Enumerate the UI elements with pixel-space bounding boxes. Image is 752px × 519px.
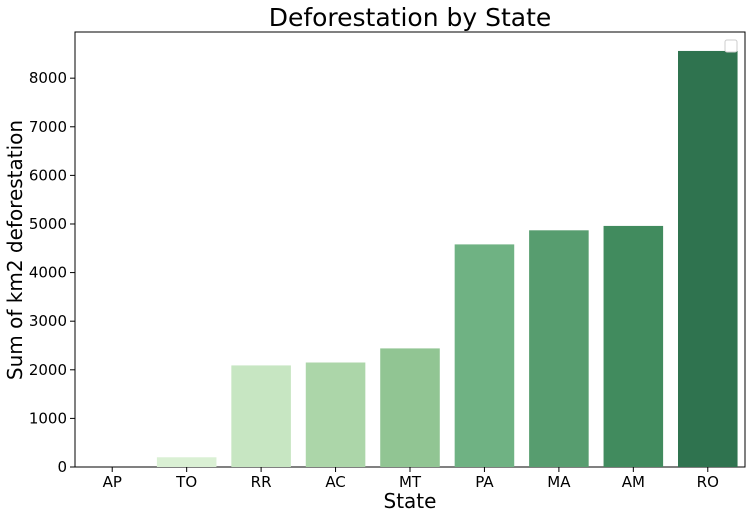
x-axis-label: State	[384, 489, 437, 513]
x-tick-label: MA	[547, 473, 571, 491]
y-tick-label: 1000	[29, 409, 67, 427]
x-tick-label: AM	[622, 473, 645, 491]
bar-am	[603, 225, 664, 467]
chart-title: Deforestation by State	[269, 3, 552, 32]
x-tick-label: PA	[475, 473, 494, 491]
x-tick-label: MT	[399, 473, 422, 491]
bar-pa	[454, 244, 515, 467]
y-axis-label: Sum of km2 deforestation	[3, 120, 27, 380]
y-tick-label: 6000	[29, 166, 67, 184]
y-tick-label: 3000	[29, 312, 67, 330]
bar-ma	[529, 230, 589, 467]
bar-ro	[678, 50, 738, 467]
bar-to	[156, 457, 217, 467]
y-tick-label: 7000	[29, 118, 67, 136]
bars-group	[156, 50, 738, 467]
bar-mt	[380, 348, 440, 467]
y-tick-label: 2000	[29, 361, 67, 379]
x-tick-label: AP	[103, 473, 122, 491]
x-tick-label: RO	[697, 473, 719, 491]
y-tick-label: 0	[57, 458, 67, 476]
x-tick-label: AC	[325, 473, 345, 491]
bar-rr	[231, 365, 291, 467]
legend-box	[724, 39, 738, 53]
y-tick-label: 5000	[29, 215, 67, 233]
y-tick-label: 4000	[29, 264, 67, 282]
plot-area: 0 1000 2000 3000 4000 5000 6000 7000 8000 AP TO RR…	[29, 31, 746, 491]
x-tick-label: TO	[175, 473, 197, 491]
y-tick-label: 8000	[29, 69, 67, 87]
bar-ac	[305, 362, 366, 467]
x-axis-ticks: AP TO RR AC MT PA MA AM RO	[103, 467, 719, 491]
y-axis-ticks: 0 1000 2000 3000 4000 5000 6000 7000 8000	[29, 69, 75, 476]
x-tick-label: RR	[251, 473, 272, 491]
